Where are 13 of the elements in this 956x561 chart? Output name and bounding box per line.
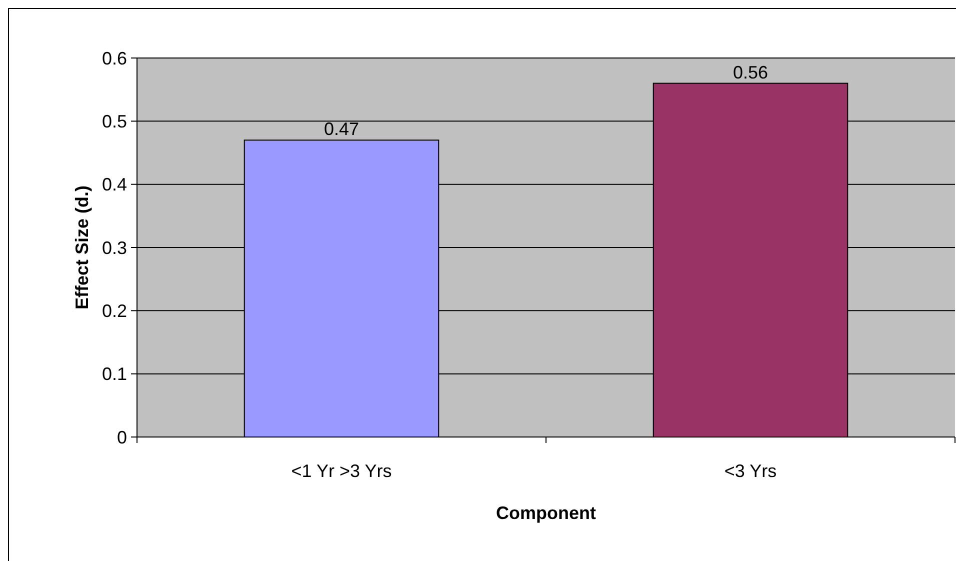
y-tick-label: 0.3 <box>102 238 127 258</box>
x-axis-title: Component <box>496 503 596 523</box>
data-label: 0.47 <box>324 119 360 140</box>
data-label: 0.56 <box>732 62 768 82</box>
y-tick-label: 0.4 <box>102 174 127 195</box>
y-tick-label: 0.1 <box>102 364 127 384</box>
x-tick-label: <3 Yrs <box>724 461 777 481</box>
y-axis-title: Effect Size (d.) <box>72 185 92 310</box>
y-tick-label: 0.5 <box>102 111 127 132</box>
x-tick-label: <1 Yr >3 Yrs <box>291 461 392 481</box>
y-tick-label: 0.6 <box>102 48 127 68</box>
y-tick-label: 0 <box>116 427 127 448</box>
y-tick-label: 0.2 <box>102 300 127 321</box>
